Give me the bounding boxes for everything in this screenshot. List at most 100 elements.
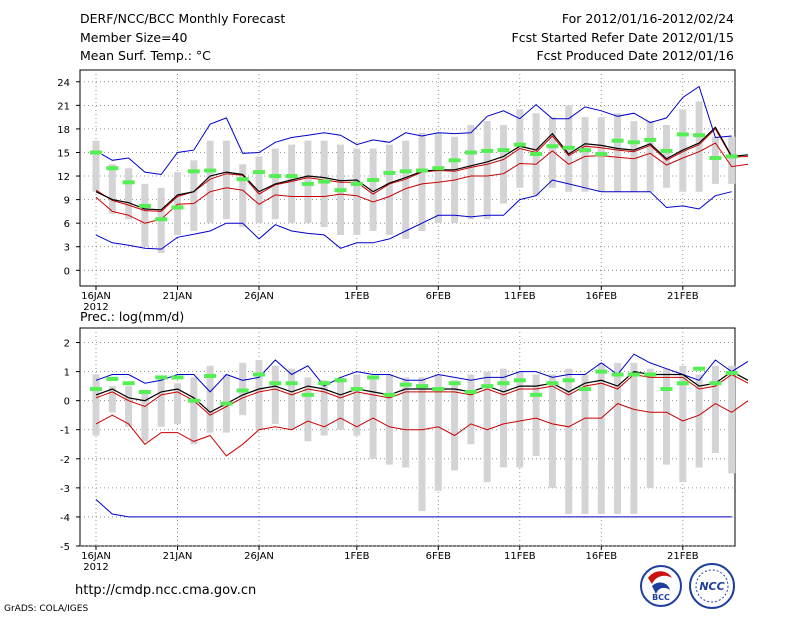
ensemble-marker: [709, 155, 722, 160]
variable-label-prec: Prec.: log(mm/d): [80, 309, 185, 324]
spread-bar: [174, 383, 181, 424]
ensemble-marker: [269, 381, 282, 386]
ensemble-marker: [285, 381, 298, 386]
spread-bar: [125, 168, 133, 220]
spread-bar: [402, 377, 410, 468]
ensemble-marker: [448, 158, 461, 163]
ncc-logo: NCC: [689, 563, 735, 609]
y-tick-label: 2: [64, 339, 70, 350]
spread-bar: [663, 368, 670, 465]
spread-bar: [108, 386, 116, 413]
ensemble-marker: [595, 152, 608, 157]
ensemble-marker: [579, 148, 591, 153]
ensemble-marker: [481, 384, 494, 389]
x-tick-label: 21JAN: [163, 291, 193, 302]
ensemble-marker: [171, 205, 184, 210]
spread-bar: [728, 365, 736, 474]
ensemble-marker: [562, 145, 575, 150]
bcc-logo-text: BCC: [652, 593, 670, 602]
ensemble-marker: [301, 392, 314, 397]
ensemble-marker: [269, 174, 282, 179]
ensemble-marker: [204, 168, 217, 173]
spread-bar: [646, 368, 654, 488]
source-url[interactable]: http://cmdp.ncc.cma.gov.cn: [75, 583, 257, 598]
ensemble-marker: [432, 166, 445, 171]
bcc-logo: BCC: [640, 565, 682, 607]
x-tick-label: 6FEB: [426, 291, 451, 302]
y-tick-label: 18: [57, 125, 70, 136]
spread-bar: [434, 132, 442, 224]
y-tick-label: -3: [60, 484, 70, 495]
x-tick-label: 21FEB: [667, 551, 699, 562]
ensemble-marker: [90, 387, 102, 392]
ensemble-marker: [301, 181, 314, 186]
series-lower: [95, 400, 749, 457]
series-min: [95, 499, 732, 518]
x-tick-label: 11FEB: [504, 551, 536, 562]
y-tick-label: 0: [64, 266, 70, 277]
spread-bar: [548, 117, 556, 188]
ensemble-marker: [416, 168, 428, 173]
spread-bar: [353, 148, 361, 235]
ensemble-marker: [350, 387, 363, 392]
x-tick-year: 2012: [83, 302, 108, 313]
ensemble-marker: [709, 381, 722, 386]
ncc-logo-text: NCC: [699, 580, 724, 593]
ensemble-marker: [725, 154, 738, 159]
x-tick-label: 16JAN: [81, 291, 111, 302]
spread-bar: [369, 148, 377, 232]
ensemble-marker: [627, 372, 640, 377]
x-tick-year: 2012: [83, 562, 108, 573]
ensemble-marker: [481, 148, 494, 153]
spread-bar: [141, 183, 149, 247]
x-tick-label: 11FEB: [504, 291, 536, 302]
x-tick-label: 26JAN: [244, 291, 274, 302]
ensemble-marker: [497, 148, 510, 153]
ensemble-marker: [171, 375, 184, 380]
spread-bar: [646, 121, 654, 192]
ensemble-marker: [611, 372, 624, 377]
ensemble-marker: [693, 366, 706, 371]
spread-bar: [614, 113, 622, 192]
x-tick-label: 16JAN: [81, 551, 111, 562]
spread-bar: [695, 101, 703, 192]
ensemble-marker: [367, 375, 380, 380]
ensemble-marker: [204, 373, 217, 378]
x-tick-label: 16FEB: [585, 551, 617, 562]
x-tick-label: 1FEB: [344, 551, 369, 562]
x-tick-label: 26JAN: [244, 551, 274, 562]
ensemble-marker: [725, 371, 738, 376]
variable-label-temp: Mean Surf. Temp.: °C: [80, 48, 211, 63]
ensemble-marker: [497, 381, 510, 386]
forecast-produced: Fcst Produced Date 2012/01/16: [536, 48, 734, 63]
spread-bar: [141, 391, 149, 442]
spread-bar: [548, 374, 556, 488]
spread-bar: [255, 359, 263, 430]
y-tick-label: -2: [60, 455, 70, 466]
y-tick-label: -4: [60, 513, 70, 524]
spread-bar: [222, 140, 230, 220]
ensemble-marker: [676, 132, 689, 137]
ensemble-marker: [187, 169, 200, 174]
spread-bar: [581, 374, 589, 515]
ensemble-marker: [644, 137, 657, 142]
ensemble-marker: [106, 376, 119, 381]
spread-bar: [108, 164, 116, 214]
ensemble-marker: [383, 170, 396, 175]
spread-bar: [190, 160, 198, 232]
y-tick-label: 6: [64, 219, 70, 230]
spread-bar: [353, 374, 361, 436]
spread-bar: [711, 365, 719, 453]
ensemble-marker: [644, 372, 657, 377]
ensemble-marker: [611, 138, 624, 143]
y-tick-label: 1: [64, 368, 70, 379]
spread-bar: [320, 140, 328, 228]
ensemble-marker: [416, 384, 428, 389]
ensemble-marker: [562, 378, 575, 383]
ensemble-marker: [660, 387, 673, 392]
spread-bar: [255, 156, 263, 224]
ensemble-marker: [236, 177, 249, 182]
ensemble-marker: [530, 392, 543, 397]
ensemble-marker: [138, 389, 151, 394]
